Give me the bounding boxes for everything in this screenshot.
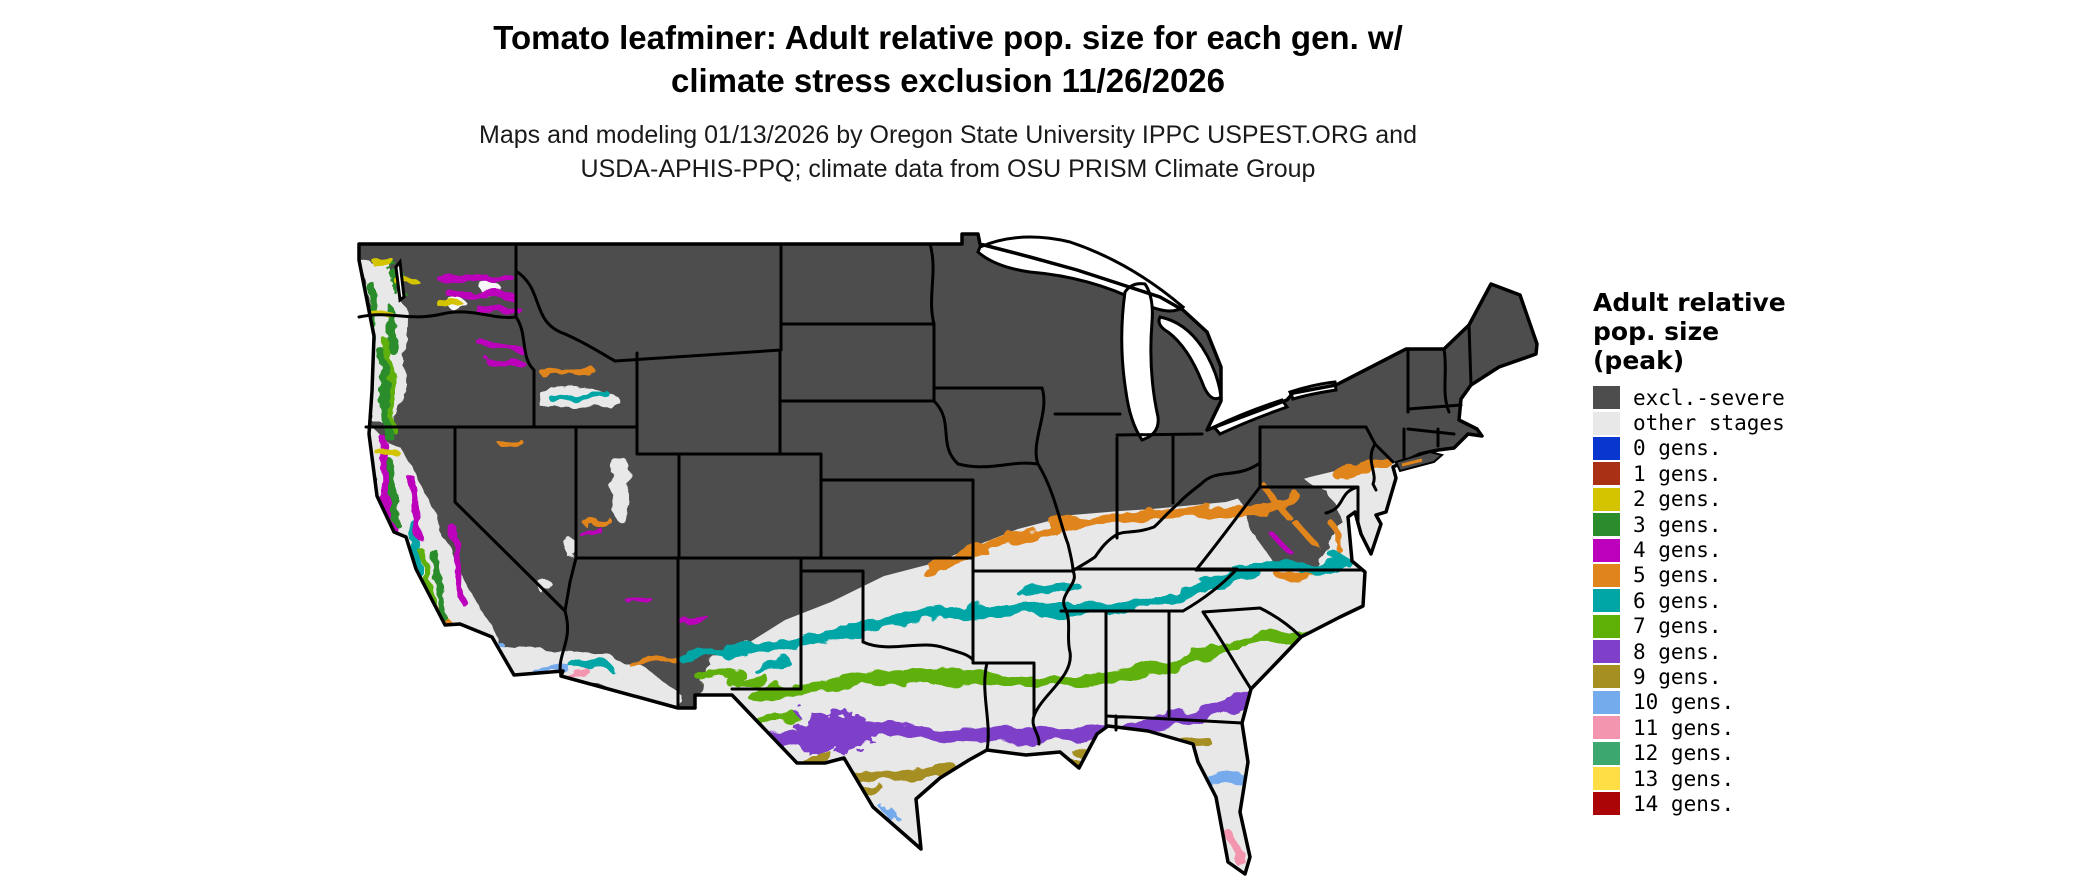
swatch-0-gens (1593, 436, 1620, 460)
swatch-8-gens (1593, 640, 1620, 664)
legend-label: 4 gens. (1633, 538, 1722, 563)
swatch-3-gens (1593, 513, 1620, 537)
legend: Adult relative pop. size (peak) excl.-se… (1593, 288, 2073, 817)
legend-item-2-gens: 2 gens. (1593, 487, 2073, 512)
legend-title-line2: pop. size (1593, 317, 1720, 346)
legend-item-14-gens: 14 gens. (1593, 791, 2073, 816)
legend-label: 1 gens. (1633, 461, 1722, 486)
us-outline (357, 232, 1539, 876)
swatch-2-gens (1593, 487, 1620, 511)
lake-huron (1157, 315, 1223, 401)
puget-sound (394, 258, 406, 303)
legend-label: 7 gens. (1633, 614, 1722, 639)
band-5-gens (427, 367, 1394, 665)
legend-item-13-gens: 13 gens. (1593, 766, 2073, 791)
band-2-gens (367, 258, 465, 456)
legend-label: 12 gens. (1633, 741, 1735, 766)
legend-item-6-gens: 6 gens. (1593, 588, 2073, 613)
subtitle-line-1: Maps and modeling 01/13/2026 by Oregon S… (479, 121, 1417, 149)
legend-item-12-gens: 12 gens. (1593, 740, 2073, 765)
swatch-7-gens (1593, 614, 1620, 638)
texas-coast-10-gens-blob (882, 808, 898, 821)
title-line-2: climate stress exclusion 11/26/2026 (670, 62, 1226, 99)
swatch-10-gens (1593, 690, 1620, 714)
legend-title-line1: Adult relative (1593, 288, 1786, 317)
legend-label: 0 gens. (1633, 436, 1722, 461)
texas-8-gens-blob (794, 711, 872, 756)
appalachian-excluded-wedge (1232, 466, 1342, 574)
legend-item-9-gens: 9 gens. (1593, 664, 2073, 689)
legend-item-8-gens: 8 gens. (1593, 639, 2073, 664)
page-title: Tomato leafminer: Adult relative pop. si… (0, 16, 1896, 102)
legend-item-4-gens: 4 gens. (1593, 537, 2073, 562)
legend-item-11-gens: 11 gens. (1593, 715, 2073, 740)
swatch-4-gens (1593, 538, 1620, 562)
swatch-5-gens (1593, 563, 1620, 587)
legend-title-line3: (peak) (1593, 346, 1685, 375)
legend-title: Adult relative pop. size (peak) (1593, 288, 2073, 375)
band-12-gens (1260, 877, 1272, 879)
page-subtitle: Maps and modeling 01/13/2026 by Oregon S… (0, 118, 1896, 186)
subtitle-line-2: USDA-APHIS-PPQ; climate data from OSU PR… (580, 155, 1316, 183)
legend-label: other stages (1633, 411, 1785, 436)
legend-item-3-gens: 3 gens. (1593, 512, 2073, 537)
legend-label: 9 gens. (1633, 664, 1722, 689)
legend-label: 10 gens. (1633, 690, 1735, 715)
swatch-6-gens (1593, 589, 1620, 613)
legend-item-excl-severe: excl.-severe (1593, 385, 2073, 410)
swatch-excl-severe (1593, 386, 1620, 410)
legend-label: 3 gens. (1633, 512, 1722, 537)
swatch-9-gens (1593, 665, 1620, 689)
legend-item-7-gens: 7 gens. (1593, 614, 2073, 639)
legend-label: 6 gens. (1633, 588, 1722, 613)
long-island (1394, 450, 1445, 473)
legend-label: 11 gens. (1633, 715, 1735, 740)
swatch-11-gens (1593, 716, 1620, 740)
legend-label: 2 gens. (1633, 487, 1722, 512)
state-borders (357, 242, 1473, 752)
legend-item-10-gens: 10 gens. (1593, 690, 2073, 715)
title-line-1: Tomato leafminer: Adult relative pop. si… (493, 19, 1403, 56)
swatch-1-gens (1593, 462, 1620, 486)
west-light-patches (359, 260, 750, 708)
swatch-12-gens (1593, 741, 1620, 765)
swatch-other-stages (1593, 411, 1620, 435)
lake-michigan (1120, 282, 1160, 442)
legend-item-other-stages: other stages (1593, 410, 2073, 435)
legend-item-5-gens: 5 gens. (1593, 563, 2073, 588)
swatch-13-gens (1593, 767, 1620, 791)
legend-label: 14 gens. (1633, 791, 1735, 816)
legend-items: excl.-severe other stages 0 gens. 1 gens… (1593, 385, 2073, 817)
us-map (330, 222, 1560, 892)
legend-label: excl.-severe (1633, 385, 1785, 410)
us-map-svg (357, 232, 1539, 879)
legend-label: 8 gens. (1633, 639, 1722, 664)
legend-label: 5 gens. (1633, 563, 1722, 588)
swatch-14-gens (1593, 792, 1620, 816)
legend-label: 13 gens. (1633, 766, 1735, 791)
legend-item-1-gens: 1 gens. (1593, 461, 2073, 486)
legend-item-0-gens: 0 gens. (1593, 436, 2073, 461)
